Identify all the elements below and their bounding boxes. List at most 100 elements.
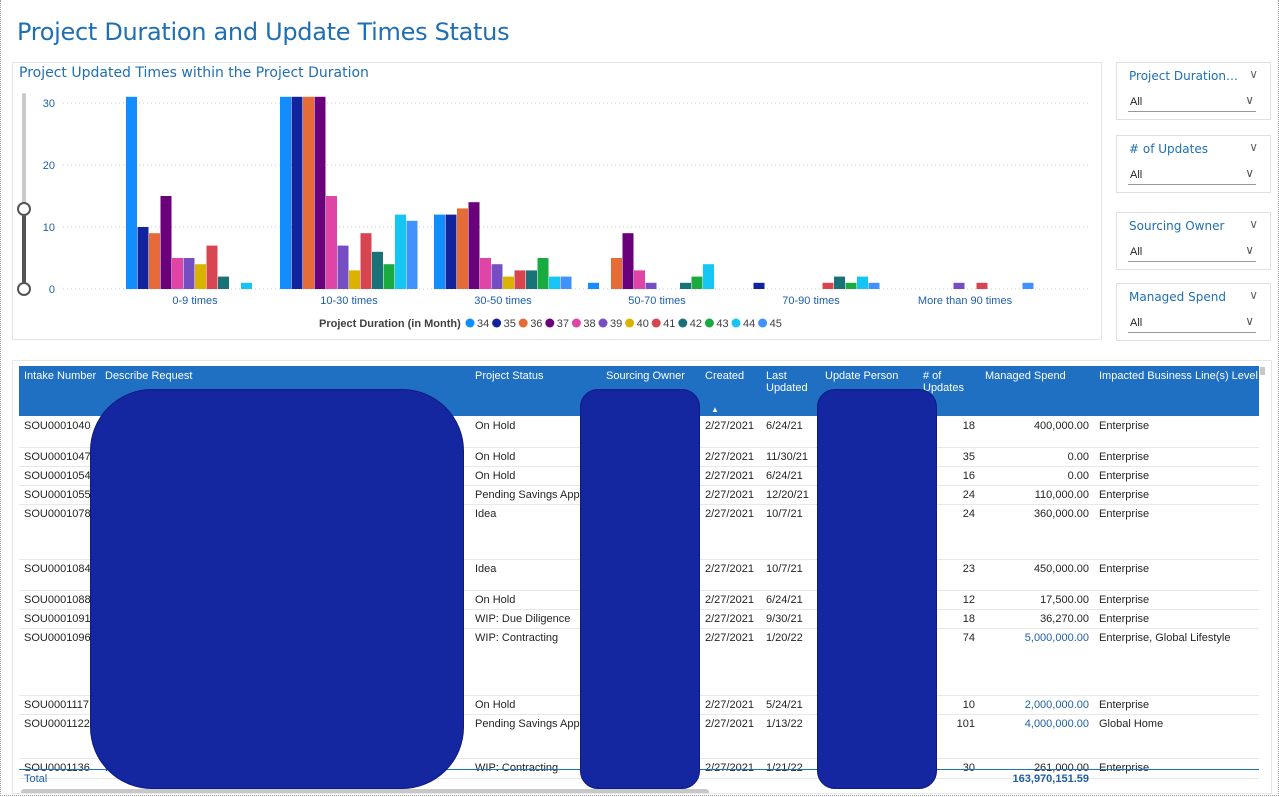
legend-marker[interactable]: [598, 318, 608, 328]
bar-38-3[interactable]: [634, 270, 645, 289]
legend-label[interactable]: 38: [583, 318, 595, 330]
bar-41-2[interactable]: [514, 270, 526, 289]
bar-44-1[interactable]: [395, 214, 406, 289]
chevron-down-icon[interactable]: ∨: [1249, 217, 1258, 231]
header-update-person[interactable]: Update Person: [825, 370, 899, 382]
zoom-slider-handle-top[interactable]: [17, 202, 31, 216]
legend-label[interactable]: 35: [504, 318, 516, 330]
legend-marker[interactable]: [545, 318, 555, 328]
legend-marker[interactable]: [651, 318, 661, 328]
bar-43-3[interactable]: [691, 276, 703, 289]
slicer-dropdown[interactable]: All ∨: [1128, 164, 1256, 185]
slicer-project-duration[interactable]: Project Duration ... ∨ All ∨: [1116, 62, 1271, 120]
legend-marker[interactable]: [571, 318, 581, 328]
header-project-status[interactable]: Project Status: [475, 370, 544, 382]
sort-ascending-icon[interactable]: ▲: [711, 405, 719, 414]
slicer-dropdown[interactable]: All ∨: [1128, 312, 1256, 333]
bar-34-0[interactable]: [126, 96, 137, 289]
header-num-updates[interactable]: # of Updates: [923, 370, 964, 394]
bar-42-1[interactable]: [372, 251, 383, 289]
bar-44-2[interactable]: [549, 276, 560, 289]
chevron-down-icon[interactable]: ∨: [1249, 288, 1258, 302]
legend-marker[interactable]: [625, 318, 635, 328]
legend-label[interactable]: 34: [477, 318, 489, 330]
bar-35-4[interactable]: [753, 282, 765, 289]
legend-label[interactable]: 40: [637, 318, 649, 330]
legend-label[interactable]: 43: [716, 318, 728, 330]
bar-35-0[interactable]: [137, 227, 149, 289]
bar-37-2[interactable]: [468, 202, 480, 289]
legend-label[interactable]: 36: [530, 318, 542, 330]
legend-marker[interactable]: [758, 318, 768, 328]
bar-39-5[interactable]: [953, 282, 965, 289]
bar-34-3[interactable]: [588, 282, 599, 289]
bar-37-1[interactable]: [314, 96, 326, 289]
legend-marker[interactable]: [492, 318, 502, 328]
header-managed-spend[interactable]: Managed Spend: [985, 370, 1066, 382]
bar-34-1[interactable]: [280, 96, 291, 289]
project-table[interactable]: Intake Number Describe Request Project S…: [12, 360, 1272, 794]
slicer-num-updates[interactable]: # of Updates ∨ All ∨: [1116, 135, 1271, 193]
bar-39-1[interactable]: [337, 245, 349, 289]
legend-label[interactable]: 39: [610, 318, 622, 330]
bar-40-2[interactable]: [503, 276, 514, 289]
bar-41-0[interactable]: [206, 245, 218, 289]
bar-45-5[interactable]: [1022, 282, 1034, 289]
bar-40-0[interactable]: [195, 264, 206, 289]
legend-marker[interactable]: [704, 318, 714, 328]
bar-39-0[interactable]: [183, 258, 195, 289]
header-describe-request[interactable]: Describe Request: [105, 370, 193, 382]
legend-label[interactable]: 41: [663, 318, 675, 330]
bar-43-4[interactable]: [845, 282, 857, 289]
bar-45-4[interactable]: [868, 282, 880, 289]
legend-marker[interactable]: [731, 318, 741, 328]
header-intake-number[interactable]: Intake Number: [24, 370, 97, 382]
zoom-slider[interactable]: [17, 93, 31, 296]
bar-42-4[interactable]: [834, 276, 845, 289]
bar-34-2[interactable]: [434, 214, 445, 289]
slicer-sourcing-owner[interactable]: Sourcing Owner ∨ All ∨: [1116, 212, 1271, 270]
bar-36-2[interactable]: [457, 208, 468, 289]
header-impacted-business-line[interactable]: Impacted Business Line(s) Level 1: [1099, 370, 1268, 382]
bar-35-1[interactable]: [291, 96, 303, 289]
bar-44-4[interactable]: [857, 276, 868, 289]
bar-38-2[interactable]: [480, 258, 491, 289]
legend-marker[interactable]: [678, 318, 688, 328]
bar-41-4[interactable]: [822, 282, 834, 289]
bar-41-1[interactable]: [360, 233, 372, 289]
legend-label[interactable]: 44: [743, 318, 755, 330]
bar-45-1[interactable]: [406, 220, 418, 289]
chevron-down-icon[interactable]: ∨: [1249, 67, 1258, 81]
bar-43-1[interactable]: [383, 264, 395, 289]
chart-canvas[interactable]: 0 10 20 30 0-9 times 10-30 times 30-50 times 5…: [13, 63, 1101, 339]
bar-38-0[interactable]: [172, 258, 183, 289]
slicer-managed-spend[interactable]: Managed Spend ∨ All ∨: [1116, 283, 1271, 341]
header-created[interactable]: Created: [705, 370, 745, 382]
legend-marker[interactable]: [518, 318, 528, 328]
zoom-slider-handle-bottom[interactable]: [17, 282, 31, 296]
bar-40-1[interactable]: [349, 270, 360, 289]
legend-label[interactable]: 45: [770, 318, 782, 330]
legend-marker[interactable]: [465, 318, 475, 328]
vertical-scrollbar[interactable]: [1260, 367, 1265, 375]
bar-44-0[interactable]: [241, 282, 252, 289]
bar-42-3[interactable]: [680, 282, 691, 289]
bar-36-3[interactable]: [611, 258, 622, 289]
clustered-column-chart[interactable]: Project Updated Times within the Project…: [12, 62, 1102, 340]
bar-36-0[interactable]: [149, 233, 160, 289]
bar-39-2[interactable]: [491, 264, 503, 289]
legend-label[interactable]: 42: [690, 318, 702, 330]
bar-42-0[interactable]: [218, 276, 229, 289]
bar-45-2[interactable]: [560, 276, 572, 289]
slicer-dropdown[interactable]: All ∨: [1128, 241, 1256, 262]
slicer-dropdown[interactable]: All ∨: [1128, 91, 1256, 112]
bar-42-2[interactable]: [526, 270, 537, 289]
bar-39-3[interactable]: [645, 282, 657, 289]
header-last-updated[interactable]: Last Updated: [766, 370, 808, 394]
header-sourcing-owner[interactable]: Sourcing Owner: [606, 370, 685, 382]
bar-37-3[interactable]: [622, 233, 634, 289]
legend-label[interactable]: 37: [557, 318, 569, 330]
chevron-down-icon[interactable]: ∨: [1249, 140, 1258, 154]
bar-41-5[interactable]: [976, 282, 988, 289]
horizontal-scrollbar[interactable]: [21, 789, 709, 793]
